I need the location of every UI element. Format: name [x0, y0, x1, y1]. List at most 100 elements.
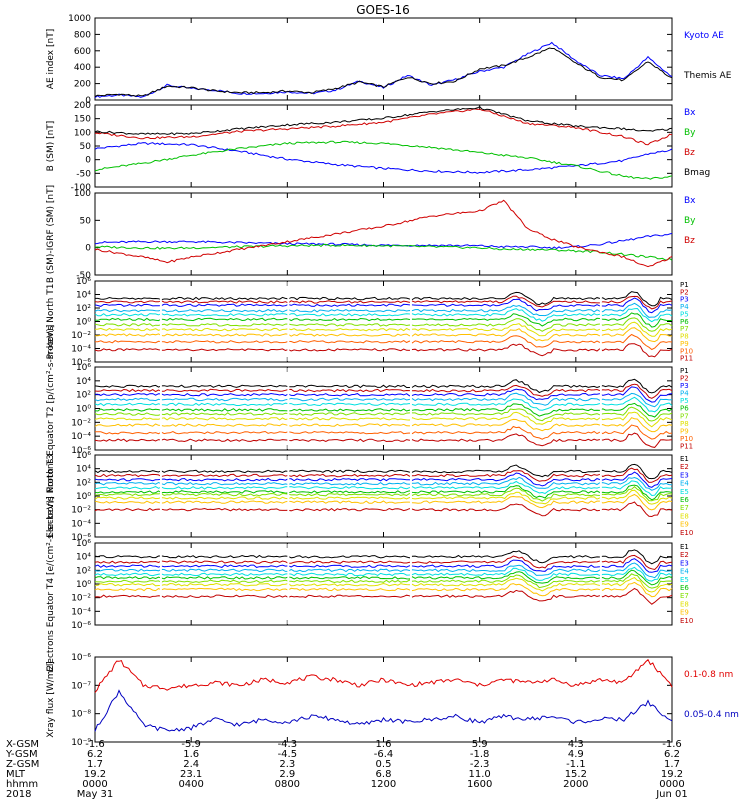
footer-cell: 4.9 — [568, 749, 584, 760]
legend-label: E8 — [680, 600, 689, 608]
y-tick-label: 10² — [76, 478, 91, 488]
chart-title: GOES-16 — [356, 3, 410, 17]
y-tick-label: -50 — [76, 271, 91, 281]
series-line — [94, 406, 673, 422]
legend-label: P5 — [680, 310, 689, 318]
footer-cell: -1.6 — [85, 739, 105, 750]
series-line — [94, 312, 672, 328]
legend-label: P4 — [680, 390, 689, 398]
y-tick-label: 10⁶ — [76, 363, 91, 373]
legend-label: Kyoto AE — [684, 31, 724, 41]
legend-label: E1 — [680, 543, 689, 551]
legend-label: P10 — [680, 435, 693, 443]
legend-label: P8 — [680, 420, 689, 428]
data-gap — [599, 368, 602, 449]
legend-label: By — [684, 128, 696, 138]
y-tick-label: 50 — [80, 142, 92, 152]
y-tick-label: 0 — [85, 96, 91, 106]
legend-label: P3 — [680, 296, 689, 304]
series-line — [94, 140, 673, 180]
legend-label: P7 — [680, 325, 689, 333]
legend-label: E7 — [680, 592, 689, 600]
series-line — [94, 587, 673, 605]
legend-label: 0.05-0.4 nm — [684, 710, 739, 720]
footer-cell: 0.5 — [376, 759, 392, 770]
series-line — [94, 573, 673, 589]
y-tick-label: 10⁰ — [76, 318, 91, 328]
series-line — [94, 411, 673, 428]
y-tick-label: 10⁶ — [76, 277, 91, 287]
series-line — [94, 471, 673, 488]
y-tick-label: 10⁻⁶ — [71, 533, 91, 543]
y-tick-label: 150 — [74, 115, 91, 125]
data-gap — [599, 456, 602, 536]
series-line — [94, 658, 673, 693]
legend-label: E3 — [680, 559, 689, 567]
series-line — [94, 417, 673, 433]
y-tick-label: 200 — [74, 101, 91, 111]
footer-cell: 2000 — [563, 779, 588, 790]
y-tick-label: 10⁻⁷ — [71, 681, 91, 691]
legend-label: E2 — [680, 551, 689, 559]
legend-label: P4 — [680, 303, 689, 311]
footer-cell: 19.2 — [661, 769, 683, 780]
data-gap — [287, 282, 290, 361]
series-line — [95, 424, 673, 440]
legend-label: E9 — [680, 521, 689, 529]
legend-label: By — [684, 216, 696, 226]
series-line — [95, 386, 673, 403]
footer-cell: -5.9 — [181, 739, 201, 750]
series-line — [95, 333, 673, 351]
footer-cell: 15.2 — [565, 769, 587, 780]
series-line — [95, 108, 673, 146]
y-tick-label: 10⁶ — [76, 451, 91, 461]
legend-label: P5 — [680, 397, 689, 405]
series-line — [94, 295, 673, 310]
footer-cell: -1.6 — [662, 739, 682, 750]
footer-cell: -1.8 — [470, 749, 490, 760]
series-line — [94, 480, 673, 497]
series-line — [94, 402, 673, 418]
series-line — [94, 321, 673, 337]
footer-cell: 1.7 — [664, 759, 680, 770]
footer-cell: 6.2 — [664, 749, 680, 760]
legend-label: E7 — [680, 504, 689, 512]
legend-label: P7 — [680, 412, 689, 420]
data-gap — [159, 282, 162, 361]
legend-label: E6 — [680, 496, 689, 504]
series-line — [94, 199, 673, 268]
y-tick-label: 400 — [74, 63, 91, 73]
series-line — [94, 489, 673, 505]
legend-label: 0.1-0.8 nm — [684, 670, 733, 680]
series-line — [94, 317, 673, 332]
footer-cell: -4.3 — [278, 739, 298, 750]
y-tick-label: 10⁴ — [76, 377, 91, 387]
legend-label: E5 — [680, 488, 689, 496]
y-tick-label: 10⁰ — [76, 405, 91, 415]
y-tick-label: 10⁻⁶ — [71, 621, 91, 631]
legend-label: E10 — [680, 617, 693, 625]
footer-cell: 2.3 — [279, 759, 295, 770]
data-gap — [599, 282, 602, 361]
series-line — [94, 484, 673, 501]
y-tick-label: 10² — [76, 566, 91, 576]
footer-row-label: MLT — [6, 769, 26, 780]
series-line — [94, 432, 673, 448]
legend-label: Bx — [684, 108, 696, 118]
y-tick-label: 10⁻⁶ — [71, 653, 91, 663]
y-tick-label: 10⁻² — [71, 594, 91, 604]
y-axis-label: B (SM) [nT] — [46, 121, 56, 172]
legend-label: E6 — [680, 584, 689, 592]
legend-label: E4 — [680, 480, 689, 488]
y-tick-label: 10⁻⁸ — [71, 710, 91, 720]
y-axis-label: AE index [nT] — [46, 29, 56, 89]
legend-label: P11 — [680, 355, 693, 363]
legend-label: P6 — [680, 318, 689, 326]
series-line — [94, 577, 673, 593]
footer-cell: 23.1 — [180, 769, 202, 780]
footer-cell: 4.3 — [568, 739, 584, 750]
footer-cell: -6.4 — [374, 749, 394, 760]
data-gap — [159, 368, 162, 449]
footer-row-label: Y-GSM — [5, 749, 38, 760]
series-line — [94, 501, 673, 518]
